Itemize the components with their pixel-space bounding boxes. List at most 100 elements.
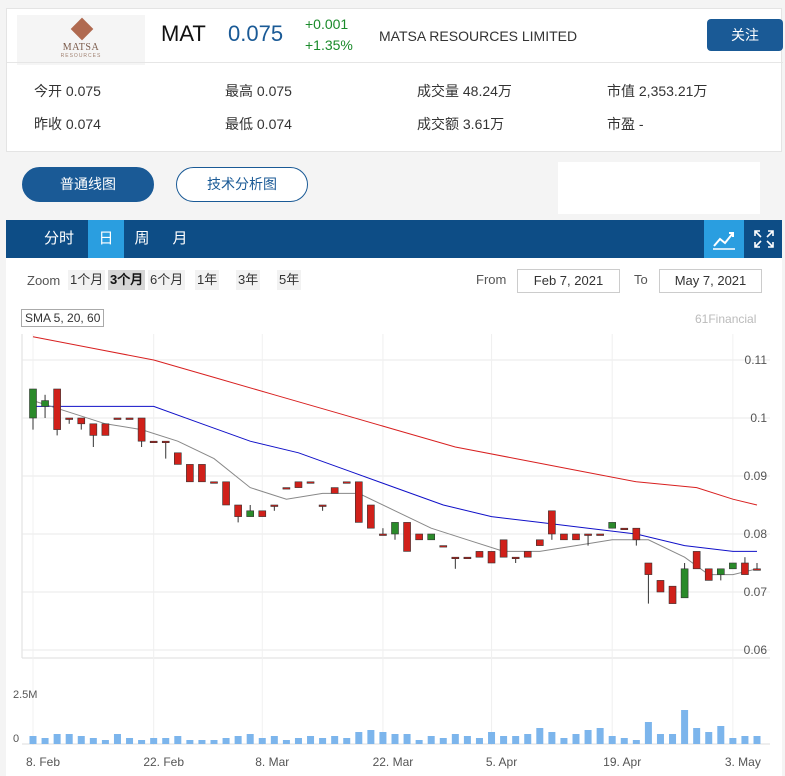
technical-chart-button[interactable]: 技术分析图 [176,167,308,202]
volume-bar [234,736,242,744]
volume-bar [29,736,37,744]
volume-bar [89,738,97,744]
volume-bar [669,734,677,744]
volume-bar [331,736,339,744]
candle-body [149,440,158,444]
candle-body [632,527,641,541]
candle-body [572,533,580,541]
period-tabbar: 分时 日 周 月 [6,220,782,258]
header-divider [7,62,783,63]
volume-bar [524,734,532,744]
volume-bar [741,736,749,744]
zoom-3y[interactable]: 3年 [236,270,261,290]
candle-body [584,533,592,536]
candle-body [741,562,749,575]
candle-body [306,481,315,484]
candle-body [282,487,291,490]
stat-volume: 成交量 48.24万 [417,83,512,99]
volume-bar [536,728,544,744]
tab-day[interactable]: 日 [88,220,124,258]
candle-body [234,504,242,517]
candle-body [41,400,49,407]
volume-bar [113,734,121,744]
sma5-line [32,400,758,576]
volume-bar [101,740,109,744]
volume-bar [41,738,49,744]
candle-body [656,580,665,593]
candle-body [608,522,617,529]
x-tick-label: 3. May [725,755,761,769]
volume-bar [294,738,302,744]
volume-bar [572,734,580,744]
candle-body [439,545,448,548]
zoom-1m[interactable]: 1个月 [68,270,106,290]
candle-body [668,585,677,604]
volume-bar [681,710,689,744]
zoom-3m[interactable]: 3个月 [108,270,146,290]
volume-bar [475,738,483,744]
volume-bar [693,728,701,744]
sma20-line [33,405,757,552]
zoom-5y[interactable]: 5年 [277,270,302,290]
candle-body [29,388,37,419]
volume-bar [367,730,375,744]
normal-chart-button[interactable]: 普通线图 [22,167,154,202]
volume-bar [608,736,616,744]
fullscreen-icon [754,230,774,248]
volume-bar [138,740,146,744]
candle-body [451,556,460,560]
to-date-input[interactable]: May 7, 2021 [659,269,762,293]
candle-body [318,504,327,507]
x-tick-label: 22. Mar [373,755,414,769]
fullscreen-button[interactable] [744,220,784,258]
candle-body [511,556,520,560]
volume-bar [210,740,218,744]
y-tick-label: 0.07 [744,585,768,599]
zoom-label: Zoom [27,273,61,288]
x-tick-label: 5. Apr [486,755,517,769]
volume-bar [488,732,496,744]
candle-body [644,562,653,575]
line-chart-toggle[interactable] [704,220,744,258]
stat-high: 最高 0.075 [225,83,292,99]
volume-bar [620,738,628,744]
candle-body [113,417,122,420]
candle-body [620,527,629,531]
volume-bar [307,736,315,744]
zoom-6m[interactable]: 6个月 [148,270,186,290]
tab-week[interactable]: 周 [134,230,150,247]
volume-bar [391,734,399,744]
candle-body [379,533,387,536]
candle-body [753,568,761,571]
candle-body [560,533,568,541]
y-tick-label: 0.1 [750,411,767,425]
volume-bar [463,736,471,744]
from-date-input[interactable]: Feb 7, 2021 [517,269,620,293]
y-tick-label: 0.08 [744,527,768,541]
candle-body [53,388,61,430]
candle-body [596,533,604,536]
chart-panel [6,258,782,776]
volume-bar [379,732,387,744]
price-change: +0.001 +1.35% [305,14,353,56]
volume-bar [162,738,170,744]
candle-body [101,423,110,436]
logo-sub: RESOURCES [60,53,102,59]
candle-body [548,510,556,535]
candle-body [729,562,737,570]
change-pct: +1.35% [305,37,353,53]
ticker-symbol: MAT [161,21,206,46]
volume-bar [596,728,604,744]
zoom-1y[interactable]: 1年 [195,270,220,290]
follow-button[interactable]: 关注 [707,19,783,51]
tab-month[interactable]: 月 [172,230,188,247]
y-tick-label: 0.11 [745,353,768,367]
candle-body [704,568,713,581]
volume-bar [343,738,351,744]
stat-pe: 市盈 - [607,116,644,132]
volume-bar [186,740,194,744]
tab-intraday[interactable]: 分时 [43,230,74,247]
candle-body [246,510,254,517]
candle-body [415,533,423,541]
candle-body [222,481,230,506]
